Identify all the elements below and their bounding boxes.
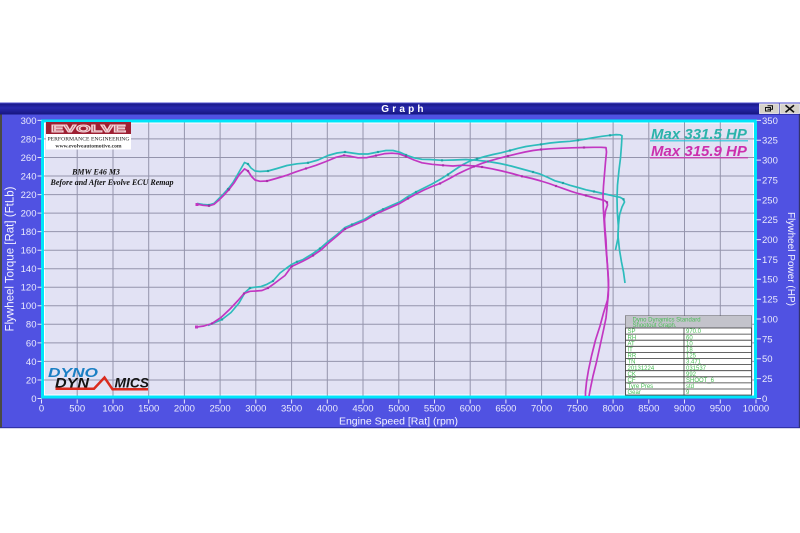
- svg-text:2500: 2500: [210, 404, 231, 415]
- svg-text:1000: 1000: [102, 404, 123, 415]
- svg-text:2000: 2000: [174, 404, 195, 415]
- svg-text:Tyre Pres: Tyre Pres: [628, 384, 654, 390]
- svg-text:4000: 4000: [317, 404, 338, 415]
- svg-text:CF: CF: [628, 378, 636, 384]
- svg-text:175: 175: [762, 255, 778, 266]
- svg-text:3.471: 3.471: [686, 360, 702, 366]
- svg-text:PERFORMANCE ENGINEERING: PERFORMANCE ENGINEERING: [48, 137, 130, 143]
- svg-text:200: 200: [21, 209, 37, 220]
- svg-text:031537: 031537: [686, 366, 707, 372]
- svg-text:BMW E46 M3: BMW E46 M3: [71, 168, 120, 177]
- svg-text:60: 60: [26, 338, 37, 349]
- svg-text:SP: SP: [628, 329, 636, 335]
- svg-text:160: 160: [21, 246, 37, 257]
- svg-text:Engine Speed [Rat] (rpm): Engine Speed [Rat] (rpm): [339, 415, 458, 427]
- svg-text:9000: 9000: [674, 404, 695, 415]
- svg-text:500: 500: [69, 404, 85, 415]
- svg-text:250: 250: [762, 195, 778, 206]
- svg-text:DYN: DYN: [55, 375, 89, 390]
- svg-text:9500: 9500: [710, 404, 731, 415]
- svg-text:260: 260: [21, 153, 37, 164]
- svg-text:Dyno Dynamics Standard: Dyno Dynamics Standard: [633, 318, 701, 324]
- svg-text:3000: 3000: [245, 404, 266, 415]
- svg-text:www.evolveautomotive.com: www.evolveautomotive.com: [55, 143, 122, 149]
- svg-text:10: 10: [686, 341, 693, 347]
- svg-text:Before and After Evolve ECU Re: Before and After Evolve ECU Remap: [49, 178, 173, 187]
- svg-text:150: 150: [762, 275, 778, 286]
- svg-text:CK: CK: [628, 372, 636, 378]
- svg-text:20: 20: [26, 375, 37, 386]
- svg-text:18: 18: [686, 348, 693, 354]
- svg-text:RR: RR: [628, 354, 637, 360]
- svg-text:EVOLVE: EVOLVE: [51, 123, 126, 135]
- svg-text:180: 180: [21, 227, 37, 238]
- svg-text:9: 9: [686, 390, 690, 396]
- svg-text:40: 40: [26, 357, 37, 368]
- svg-text:25: 25: [762, 374, 773, 385]
- svg-text:Shootout Graph.: Shootout Graph.: [633, 323, 677, 329]
- svg-text:8000: 8000: [603, 404, 624, 415]
- svg-text:5000: 5000: [388, 404, 409, 415]
- svg-text:80: 80: [26, 320, 37, 331]
- svg-text:SHOOT_6: SHOOT_6: [686, 378, 715, 384]
- svg-text:10000: 10000: [743, 404, 769, 415]
- svg-text:TN: TN: [628, 360, 636, 366]
- svg-text:Max 331.5 HP: Max 331.5 HP: [651, 126, 748, 143]
- svg-text:6000: 6000: [460, 404, 481, 415]
- svg-text:AT: AT: [628, 341, 636, 347]
- svg-text:50: 50: [762, 354, 773, 365]
- svg-text:std: std: [686, 384, 694, 390]
- svg-text:200: 200: [762, 235, 778, 246]
- svg-text:6500: 6500: [495, 404, 516, 415]
- svg-text:300: 300: [21, 116, 37, 127]
- svg-text:8500: 8500: [638, 404, 659, 415]
- svg-text:240: 240: [21, 171, 37, 182]
- svg-text:7000: 7000: [531, 404, 552, 415]
- svg-text:100: 100: [21, 301, 37, 312]
- svg-text:325: 325: [762, 136, 778, 147]
- svg-text:4500: 4500: [352, 404, 373, 415]
- svg-text:350: 350: [762, 116, 778, 127]
- svg-text:225: 225: [762, 215, 778, 226]
- svg-text:IT: IT: [628, 348, 634, 354]
- svg-text:3500: 3500: [281, 404, 302, 415]
- svg-text:970.0: 970.0: [686, 329, 702, 335]
- svg-text:1500: 1500: [138, 404, 159, 415]
- svg-text:125: 125: [762, 295, 778, 306]
- svg-text:60: 60: [686, 335, 693, 341]
- svg-text:275: 275: [762, 175, 778, 186]
- svg-text:7500: 7500: [567, 404, 588, 415]
- svg-text:Flywheel Power (HP): Flywheel Power (HP): [785, 212, 796, 306]
- svg-text:Gear: Gear: [628, 390, 641, 396]
- svg-text:992: 992: [686, 372, 697, 378]
- svg-text:0: 0: [31, 394, 36, 405]
- svg-text:300: 300: [762, 156, 778, 167]
- svg-text:Flywheel Torque [Rat] (FtLb): Flywheel Torque [Rat] (FtLb): [5, 186, 17, 331]
- svg-text:0: 0: [762, 394, 767, 405]
- svg-text:RH: RH: [628, 335, 637, 341]
- svg-text:0: 0: [39, 404, 44, 415]
- svg-text:280: 280: [21, 134, 37, 145]
- svg-text:20131224: 20131224: [628, 366, 655, 372]
- svg-text:125: 125: [686, 354, 697, 360]
- svg-text:Max 315.9 HP: Max 315.9 HP: [651, 143, 748, 160]
- svg-text:MICS: MICS: [115, 375, 150, 390]
- svg-text:Graph: Graph: [381, 104, 426, 115]
- svg-text:220: 220: [21, 190, 37, 201]
- svg-text:5500: 5500: [424, 404, 445, 415]
- svg-text:DYNO: DYNO: [48, 366, 98, 380]
- svg-text:75: 75: [762, 334, 773, 345]
- svg-text:140: 140: [21, 264, 37, 275]
- svg-text:120: 120: [21, 283, 37, 294]
- svg-text:100: 100: [762, 314, 778, 325]
